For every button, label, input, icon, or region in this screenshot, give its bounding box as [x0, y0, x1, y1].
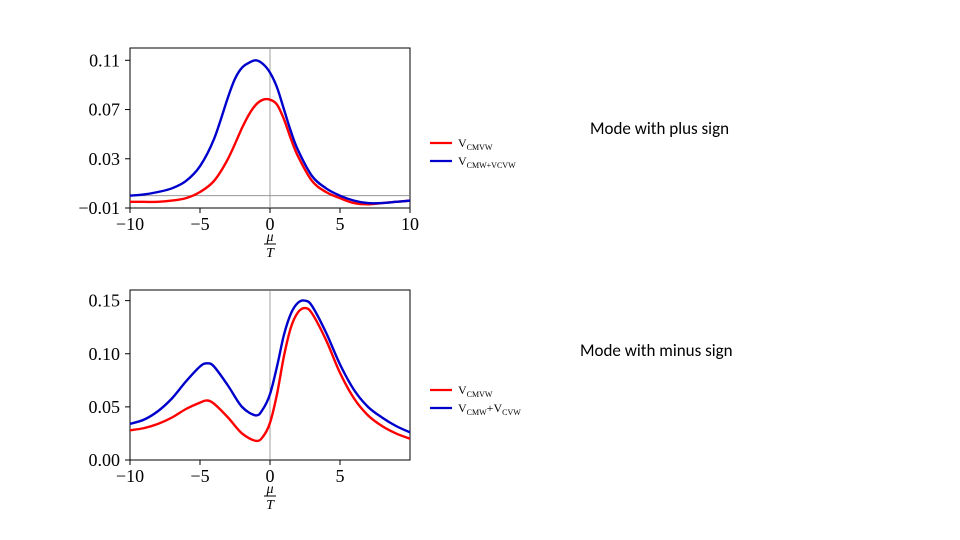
- svg-text:0.03: 0.03: [89, 149, 121, 169]
- svg-text:VCMW+VCVW: VCMW+VCVW: [458, 154, 516, 170]
- svg-text:5: 5: [336, 466, 345, 486]
- svg-text:−0.01: −0.01: [78, 198, 120, 218]
- svg-text:0.00: 0.00: [89, 450, 121, 470]
- svg-text:−5: −5: [190, 214, 209, 234]
- annotation-mode-plus: Mode with plus sign: [590, 118, 729, 139]
- svg-text:0.07: 0.07: [89, 100, 121, 120]
- chart-bottom-svg: −10−5050.000.050.100.15μTVCMVWVCMW+VCVW: [30, 280, 540, 510]
- svg-text:0.11: 0.11: [89, 50, 120, 70]
- svg-text:10: 10: [401, 214, 419, 234]
- svg-text:μ: μ: [265, 230, 273, 245]
- svg-text:VCMVW: VCMVW: [458, 136, 493, 152]
- svg-text:T: T: [266, 246, 275, 258]
- annotation-mode-minus: Mode with minus sign: [580, 340, 733, 361]
- svg-text:−5: −5: [190, 466, 209, 486]
- svg-text:−10: −10: [116, 214, 144, 234]
- svg-text:5: 5: [336, 214, 345, 234]
- svg-text:T: T: [266, 498, 275, 510]
- svg-text:0.05: 0.05: [89, 397, 121, 417]
- chart-bottom: −10−5050.000.050.100.15μTVCMVWVCMW+VCVW: [30, 280, 540, 510]
- svg-text:−10: −10: [116, 466, 144, 486]
- svg-text:VCMW+VCVW: VCMW+VCVW: [458, 401, 521, 417]
- chart-top-svg: −10−50510−0.010.030.070.11μTVCMVWVCMW+VC…: [30, 38, 540, 258]
- svg-text:VCMVW: VCMVW: [458, 383, 493, 399]
- chart-top: −10−50510−0.010.030.070.11μTVCMVWVCMW+VC…: [30, 38, 540, 258]
- svg-text:0.15: 0.15: [89, 291, 121, 311]
- svg-text:μ: μ: [265, 482, 273, 497]
- svg-text:0.10: 0.10: [89, 344, 121, 364]
